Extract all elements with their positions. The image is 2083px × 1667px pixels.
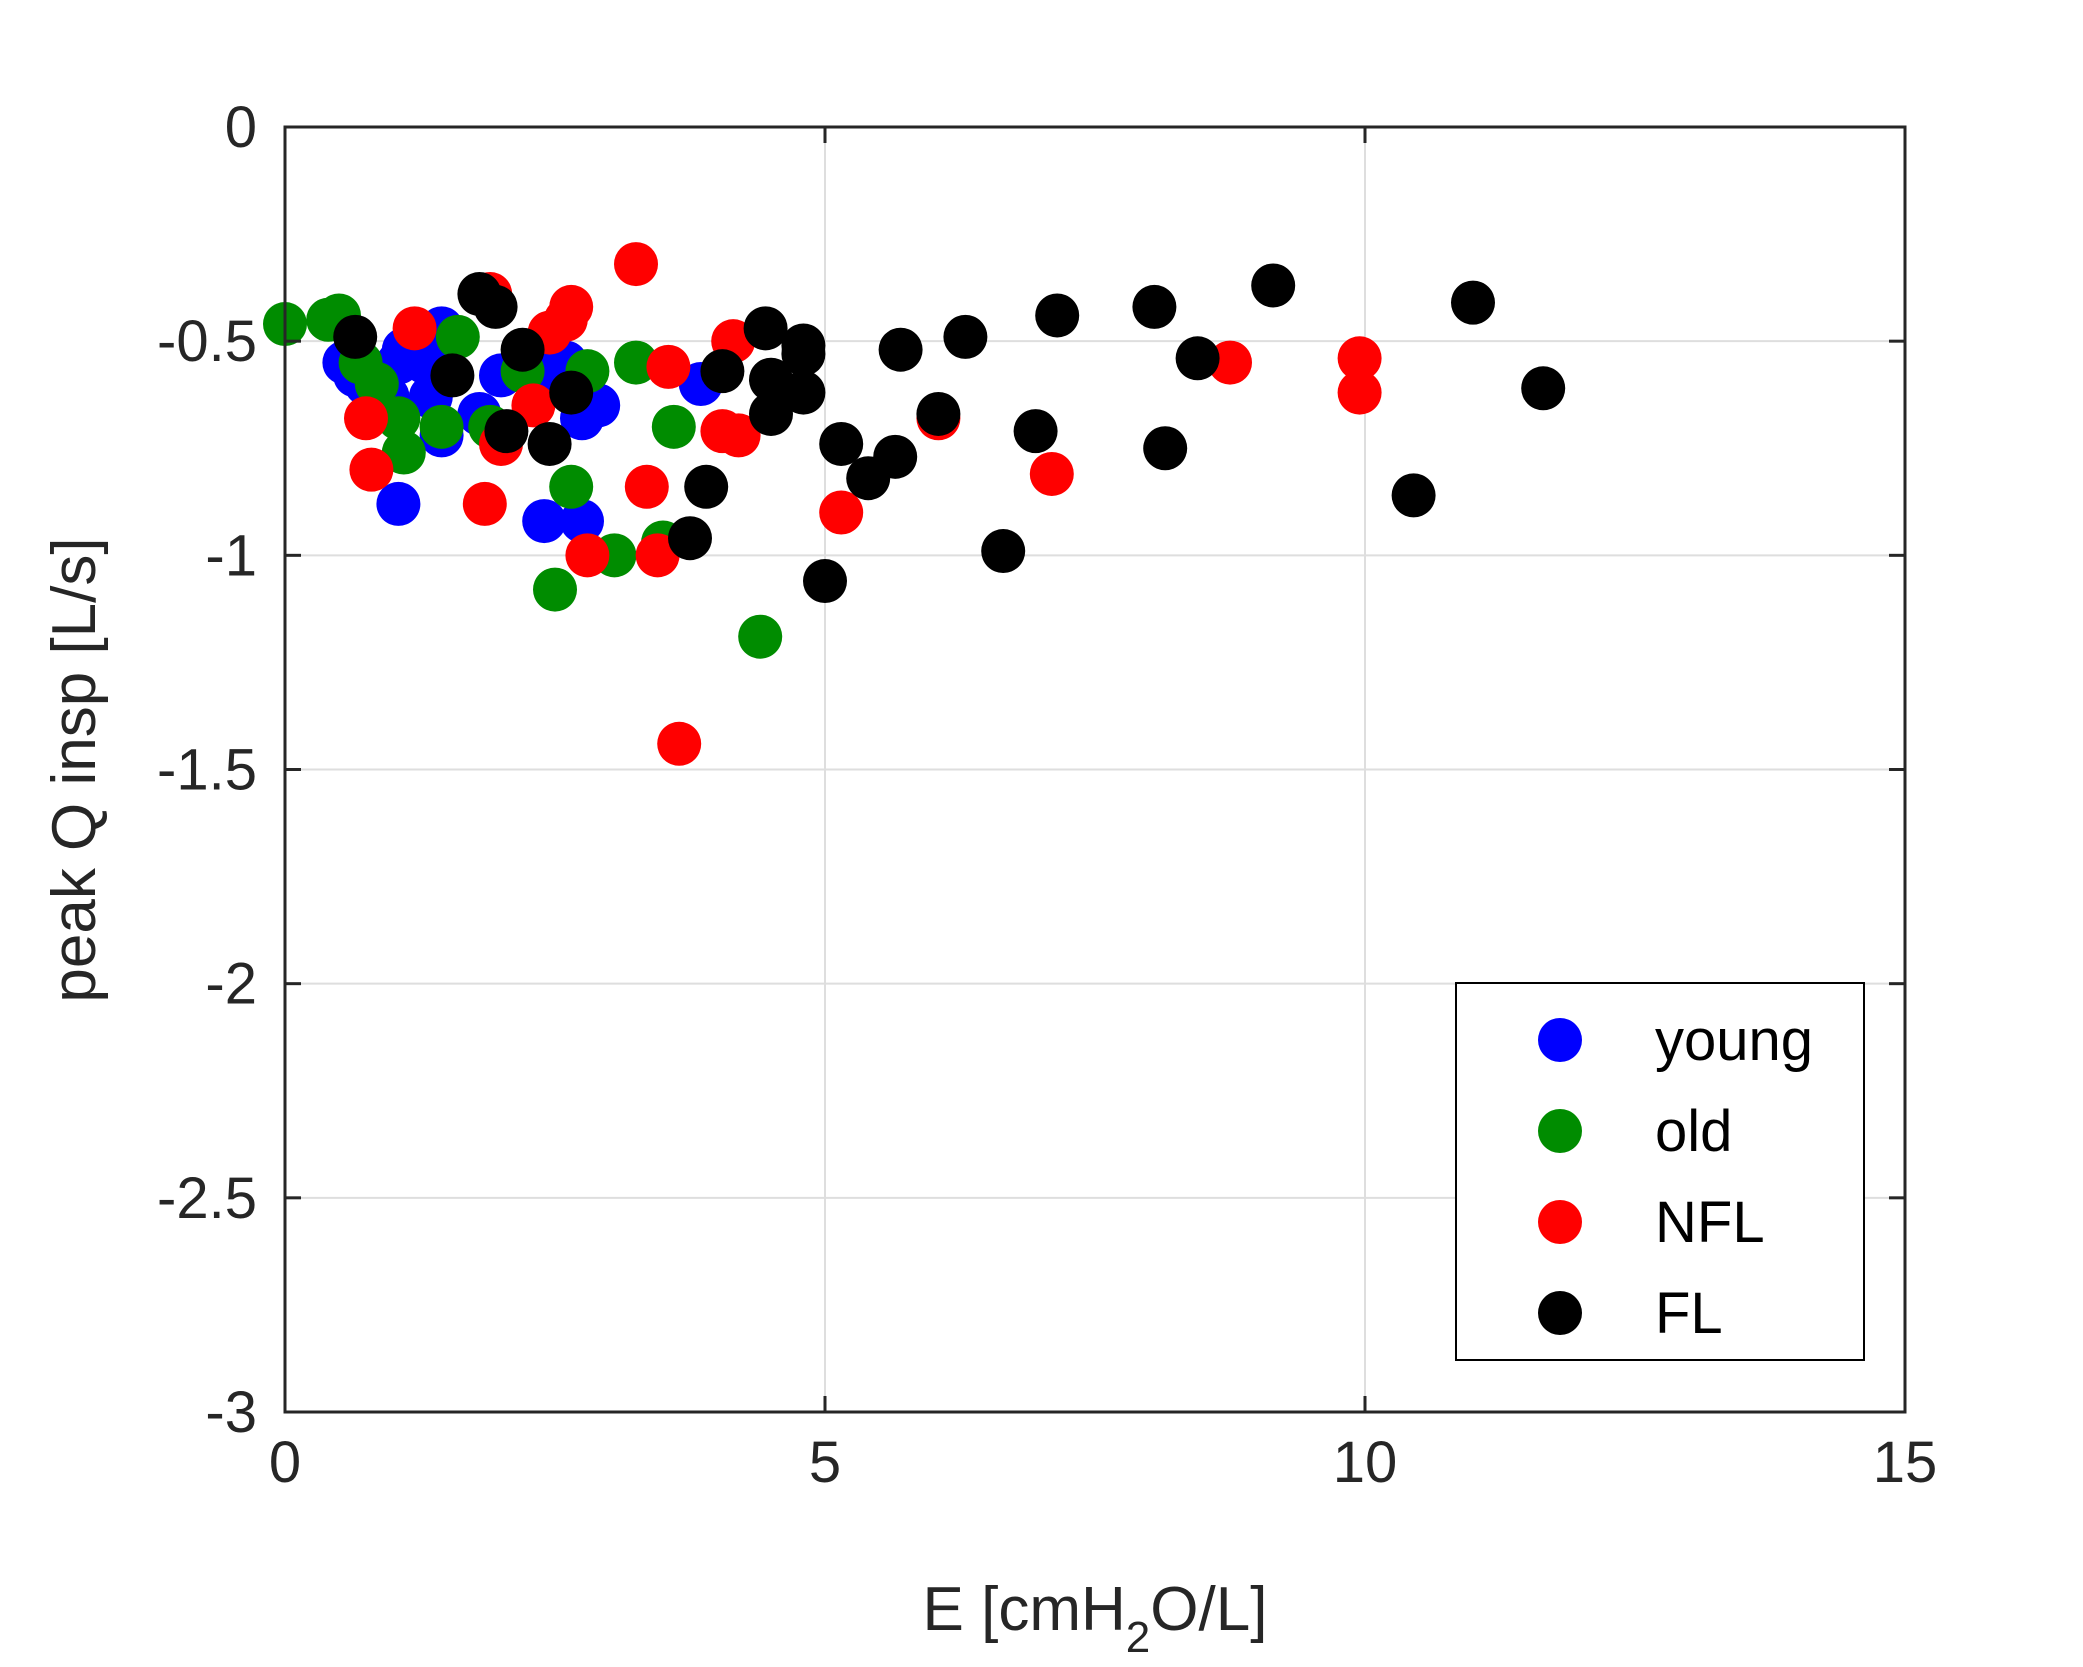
data-point-fl — [878, 327, 923, 372]
data-point-old — [381, 430, 426, 475]
data-point-young — [560, 499, 604, 544]
y-tick-label: -2 — [205, 952, 257, 1017]
data-point-fl — [333, 314, 378, 359]
data-point-fl — [1451, 280, 1495, 325]
data-point-nfl — [646, 344, 691, 389]
data-point-fl — [1132, 284, 1177, 329]
legend-marker-nfl — [1538, 1200, 1582, 1244]
legend-marker-old — [1538, 1109, 1582, 1153]
data-point-nfl — [614, 242, 658, 287]
data-points — [263, 242, 1566, 766]
legend-marker-fl — [1538, 1291, 1582, 1335]
data-point-old — [354, 362, 399, 406]
data-point-fl — [1143, 426, 1188, 471]
data-point-fl — [484, 409, 529, 454]
y-tick-label: 0 — [225, 95, 257, 160]
data-point-nfl — [392, 306, 437, 351]
x-axis-title: E [cmH2O/L] — [923, 1575, 1268, 1662]
legend-label-fl: FL — [1655, 1281, 1723, 1346]
legend-label-old: old — [1655, 1099, 1732, 1164]
data-point-fl — [873, 434, 918, 479]
data-point-fl — [430, 353, 475, 398]
data-point-fl — [781, 332, 826, 377]
data-point-fl — [668, 516, 712, 561]
data-point-fl — [527, 421, 572, 466]
data-point-fl — [1013, 409, 1058, 454]
data-point-fl — [1391, 473, 1436, 518]
data-point-fl — [1175, 336, 1220, 381]
legend-box — [1455, 982, 1865, 1361]
data-point-fl — [743, 306, 788, 351]
data-point-fl — [500, 327, 545, 372]
data-point-nfl — [624, 464, 669, 509]
x-tick-label: 15 — [1873, 1430, 1938, 1495]
data-point-nfl — [565, 533, 610, 578]
tick-marks — [283, 125, 1907, 1414]
data-point-fl — [749, 391, 793, 436]
data-point-fl — [1035, 293, 1080, 338]
data-point-fl — [803, 559, 847, 604]
y-tick-label: -1.5 — [157, 738, 257, 803]
data-point-old — [419, 404, 464, 449]
data-point-fl — [1521, 366, 1566, 411]
data-point-fl — [700, 349, 745, 394]
data-point-nfl — [1029, 451, 1074, 496]
legend-label-nfl: NFL — [1655, 1190, 1765, 1255]
y-tick-label: -1 — [205, 523, 257, 588]
data-point-nfl — [635, 533, 680, 578]
data-point-old — [614, 340, 658, 385]
data-point-young — [376, 481, 421, 526]
legend: young old NFL FL — [1455, 982, 1865, 1361]
tick-labels: 0 5 10 15 0 -0.5 -1 -1.5 -2 -2.5 -3 — [157, 95, 1937, 1495]
data-point-young — [522, 499, 567, 544]
legend-label-young: young — [1655, 1008, 1813, 1073]
y-tick-label: -2.5 — [157, 1166, 257, 1231]
x-tick-label: 5 — [809, 1430, 841, 1495]
data-point-nfl — [1337, 336, 1382, 381]
data-point-old — [651, 404, 696, 449]
data-point-fl — [943, 314, 988, 359]
data-point-nfl — [349, 447, 394, 492]
data-point-fl — [981, 529, 1026, 574]
data-point-fl — [781, 370, 826, 415]
data-point-nfl — [1337, 370, 1382, 415]
data-point-old — [549, 464, 594, 509]
y-tick-label: -0.5 — [157, 309, 257, 374]
data-point-nfl — [344, 396, 388, 441]
y-tick-label: -3 — [205, 1380, 257, 1445]
data-point-old — [376, 396, 421, 441]
data-point-old — [738, 614, 783, 659]
data-point-fl — [819, 421, 864, 466]
y-axis-title: peak Q insp [L/s] — [40, 537, 109, 1002]
data-point-nfl — [462, 481, 507, 526]
data-point-fl — [549, 370, 594, 415]
data-point-nfl — [657, 721, 702, 766]
data-point-fl — [1251, 263, 1296, 308]
data-point-old — [435, 314, 480, 359]
data-point-old — [533, 567, 577, 612]
data-point-fl — [916, 391, 961, 436]
legend-marker-young — [1538, 1018, 1582, 1062]
x-tick-label: 0 — [269, 1430, 301, 1495]
data-point-fl — [684, 464, 729, 509]
x-tick-label: 10 — [1333, 1430, 1398, 1495]
data-point-nfl — [1208, 340, 1252, 385]
data-point-fl — [473, 284, 518, 329]
data-point-nfl — [819, 490, 864, 535]
data-point-nfl — [549, 284, 594, 329]
data-point-nfl — [716, 413, 761, 458]
